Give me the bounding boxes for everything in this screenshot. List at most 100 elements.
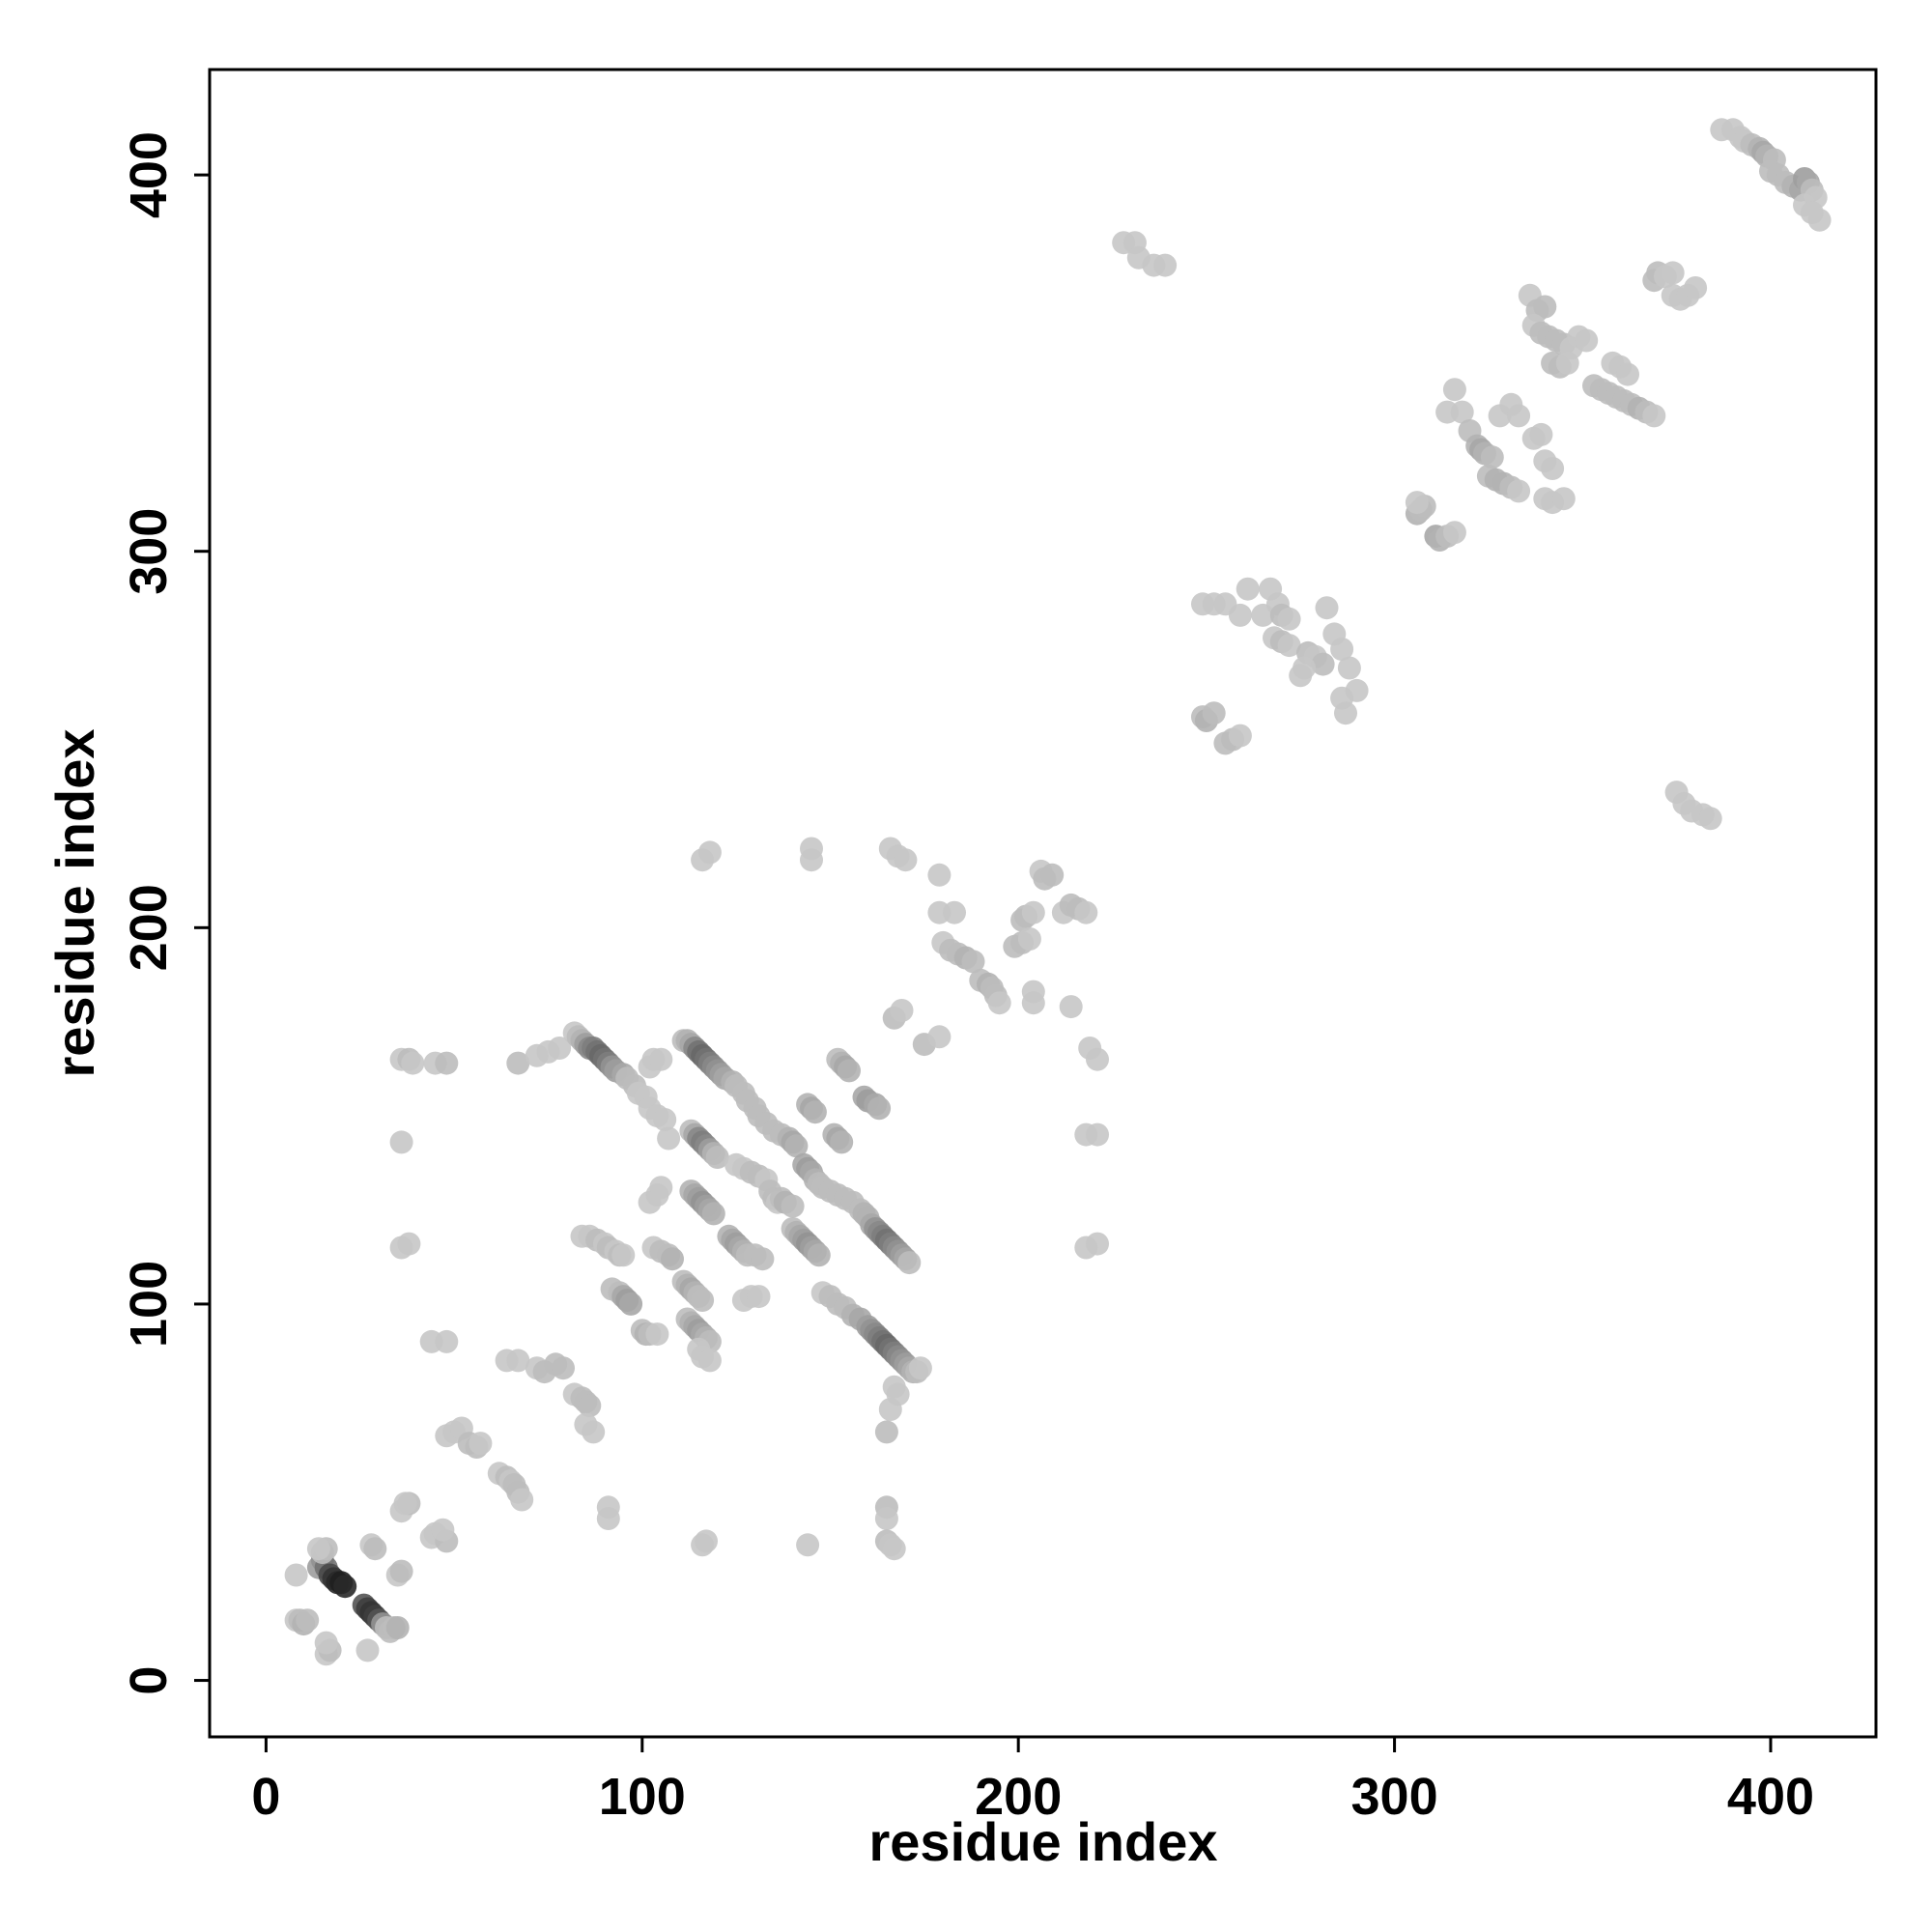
data-point [649,1047,673,1071]
data-point [807,1243,831,1267]
y-tick-label: 200 [120,884,178,971]
data-point [1021,991,1045,1015]
data-point [596,1507,620,1530]
data-point [645,1322,669,1347]
data-point [1529,422,1553,446]
data-point [1334,701,1357,725]
data-point [1021,900,1045,924]
data-point [1684,276,1708,299]
data-point [800,848,823,872]
data-point [506,1051,530,1075]
data-point [510,1488,534,1512]
data-point [649,1176,673,1200]
data-point [661,1247,684,1271]
data-point [1017,927,1041,951]
data-point [867,1096,892,1121]
data-point [1533,295,1557,319]
data-point [961,950,985,974]
data-point [897,1251,922,1275]
data-point [1074,900,1098,924]
data-point [619,1292,643,1316]
data-point [385,1616,410,1639]
data-point [435,1051,459,1075]
data-point [306,1537,330,1561]
data-point [987,991,1011,1015]
data-point [1202,701,1226,725]
data-point [657,1126,681,1151]
data-point [882,1537,906,1561]
x-tick-label: 0 [251,1768,280,1826]
data-point [1800,201,1824,225]
data-point [397,1232,421,1256]
data-point [1405,491,1429,515]
data-point [705,1146,729,1169]
data-point [943,900,966,924]
data-point [552,1356,575,1380]
data-point [697,1349,722,1373]
data-point [803,1100,827,1124]
data-point [1228,603,1252,627]
plot-frame [208,68,1878,1739]
data-point [830,1130,854,1154]
data-point [1480,445,1504,469]
x-tick-label: 400 [1727,1768,1814,1826]
data-point [1616,362,1639,386]
data-point [355,1638,380,1662]
data-point [784,1134,809,1158]
y-axis: 0 100 200 300 400 [120,131,210,1695]
x-tick-label: 200 [975,1768,1062,1826]
data-point [653,1108,677,1131]
y-tick-label: 100 [120,1261,178,1348]
data-point [1153,253,1178,277]
x-axis: 0 100 200 300 400 [251,1737,1814,1826]
data-point [1330,638,1354,661]
data-point [1507,479,1531,503]
data-point [469,1432,493,1456]
data-point [1698,807,1722,831]
data-point [751,1247,775,1271]
data-point [1450,400,1474,424]
data-point [431,1518,455,1542]
data-point [1086,1047,1109,1071]
data-point [1541,457,1565,480]
data-point [1661,261,1685,285]
data-point [389,1559,413,1583]
data-point [1059,995,1083,1019]
x-axis-title: residue index [868,1811,1217,1872]
data-point [1236,577,1260,601]
data-point [1575,328,1599,353]
data-point [389,1130,413,1154]
data-points [284,118,1832,1666]
data-point [578,1394,602,1418]
data-point [611,1243,636,1267]
data-point [1040,863,1065,887]
data-point [363,1537,387,1561]
data-point [1277,634,1301,658]
data-point [548,1037,572,1060]
data-point [1507,404,1531,428]
data-point [284,1563,308,1587]
data-point [894,848,918,872]
x-tick-label: 100 [599,1768,686,1826]
data-point [393,1492,417,1516]
data-point [781,1194,805,1218]
data-point [1315,596,1339,620]
data-point [401,1051,425,1075]
data-point [878,1398,902,1421]
data-point [697,840,722,865]
data-point [1642,404,1666,428]
data-point [1551,487,1576,511]
y-tick-label: 400 [120,131,178,218]
data-point [695,1529,718,1553]
y-tick-label: 0 [120,1666,178,1695]
data-point [1277,607,1301,631]
data-point [1555,351,1579,375]
data-point [435,1329,459,1353]
data-point [691,1289,715,1312]
y-axis-title: residue index [44,728,105,1077]
data-point [296,1608,320,1633]
data-point [1311,652,1335,676]
data-point [874,1507,898,1530]
data-point [796,1533,820,1557]
